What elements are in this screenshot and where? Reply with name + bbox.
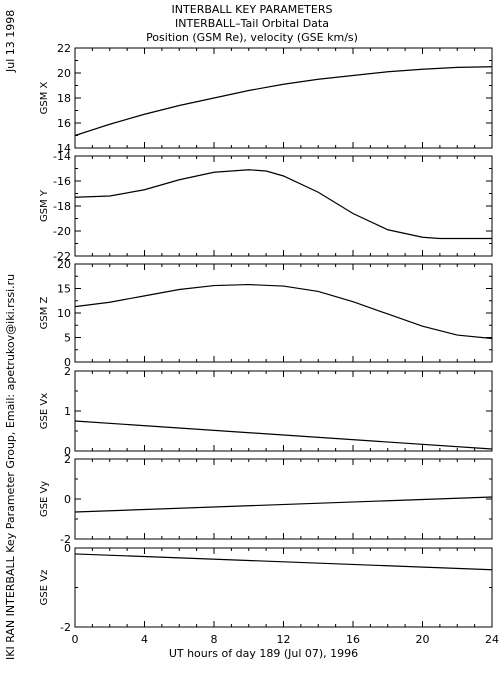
y-tick-label: 1 — [64, 405, 71, 418]
y-axis-label-6: GSE Vz — [39, 570, 50, 606]
x-axis-label: UT hours of day 189 (Jul 07), 1996 — [169, 647, 358, 660]
y-tick-label: -16 — [53, 175, 71, 188]
y-tick-label: 18 — [57, 92, 71, 105]
y-axis-label-4: GSE Vx — [39, 393, 50, 429]
x-tick-label: 24 — [485, 633, 499, 646]
x-tick-label: 16 — [346, 633, 360, 646]
y-tick-label: 2 — [64, 365, 71, 378]
y-axis-label-5: GSE Vy — [39, 481, 50, 517]
header-line-2: INTERBALL–Tail Orbital Data — [175, 17, 329, 30]
y-tick-label: 14 — [57, 142, 71, 155]
y-tick-label: 0 — [64, 493, 71, 506]
x-tick-label: 0 — [72, 633, 79, 646]
y-tick-label: 20 — [57, 258, 71, 271]
y-tick-label: 22 — [57, 42, 71, 55]
header-line-1: INTERBALL KEY PARAMETERS — [171, 3, 333, 16]
y-axis-label-2: GSM Y — [39, 189, 50, 222]
panel-frame-4 — [74, 370, 493, 452]
panel-frame-3 — [74, 263, 493, 363]
y-axis-label-1: GSM X — [39, 81, 50, 114]
panel-frame-6 — [74, 547, 493, 628]
y-tick-label: -20 — [53, 225, 71, 238]
series-line-6 — [74, 553, 493, 571]
y-tick-label: -22 — [53, 250, 71, 263]
x-tick-label: 4 — [141, 633, 148, 646]
y-axis-label-3: GSM Z — [39, 296, 50, 329]
y-tick-label: -2 — [60, 621, 71, 634]
y-tick-label: -2 — [60, 533, 71, 546]
y-tick-label: -14 — [53, 150, 71, 163]
y-tick-label: 10 — [57, 307, 71, 320]
x-tick-label: 20 — [416, 633, 430, 646]
series-line-5 — [74, 496, 493, 513]
series-line-3 — [74, 283, 493, 340]
y-tick-label: -18 — [53, 200, 71, 213]
y-tick-label: 0 — [64, 542, 71, 555]
series-line-1 — [74, 66, 493, 137]
header-line-3: Position (GSM Re), velocity (GSE km/s) — [146, 31, 358, 44]
x-tick-label: 12 — [277, 633, 291, 646]
y-tick-label: 16 — [57, 117, 71, 130]
y-tick-label: 2 — [64, 453, 71, 466]
panel-frame-1 — [74, 47, 493, 149]
y-tick-label: 15 — [57, 283, 71, 296]
y-tick-label: 5 — [64, 332, 71, 345]
series-line-2 — [74, 169, 492, 240]
panel-frame-2 — [74, 155, 493, 257]
y-tick-label: 0 — [64, 445, 71, 458]
x-tick-label: 8 — [211, 633, 218, 646]
series-line-4 — [74, 420, 493, 450]
y-tick-label: 20 — [57, 67, 71, 80]
y-tick-label: 0 — [64, 356, 71, 369]
